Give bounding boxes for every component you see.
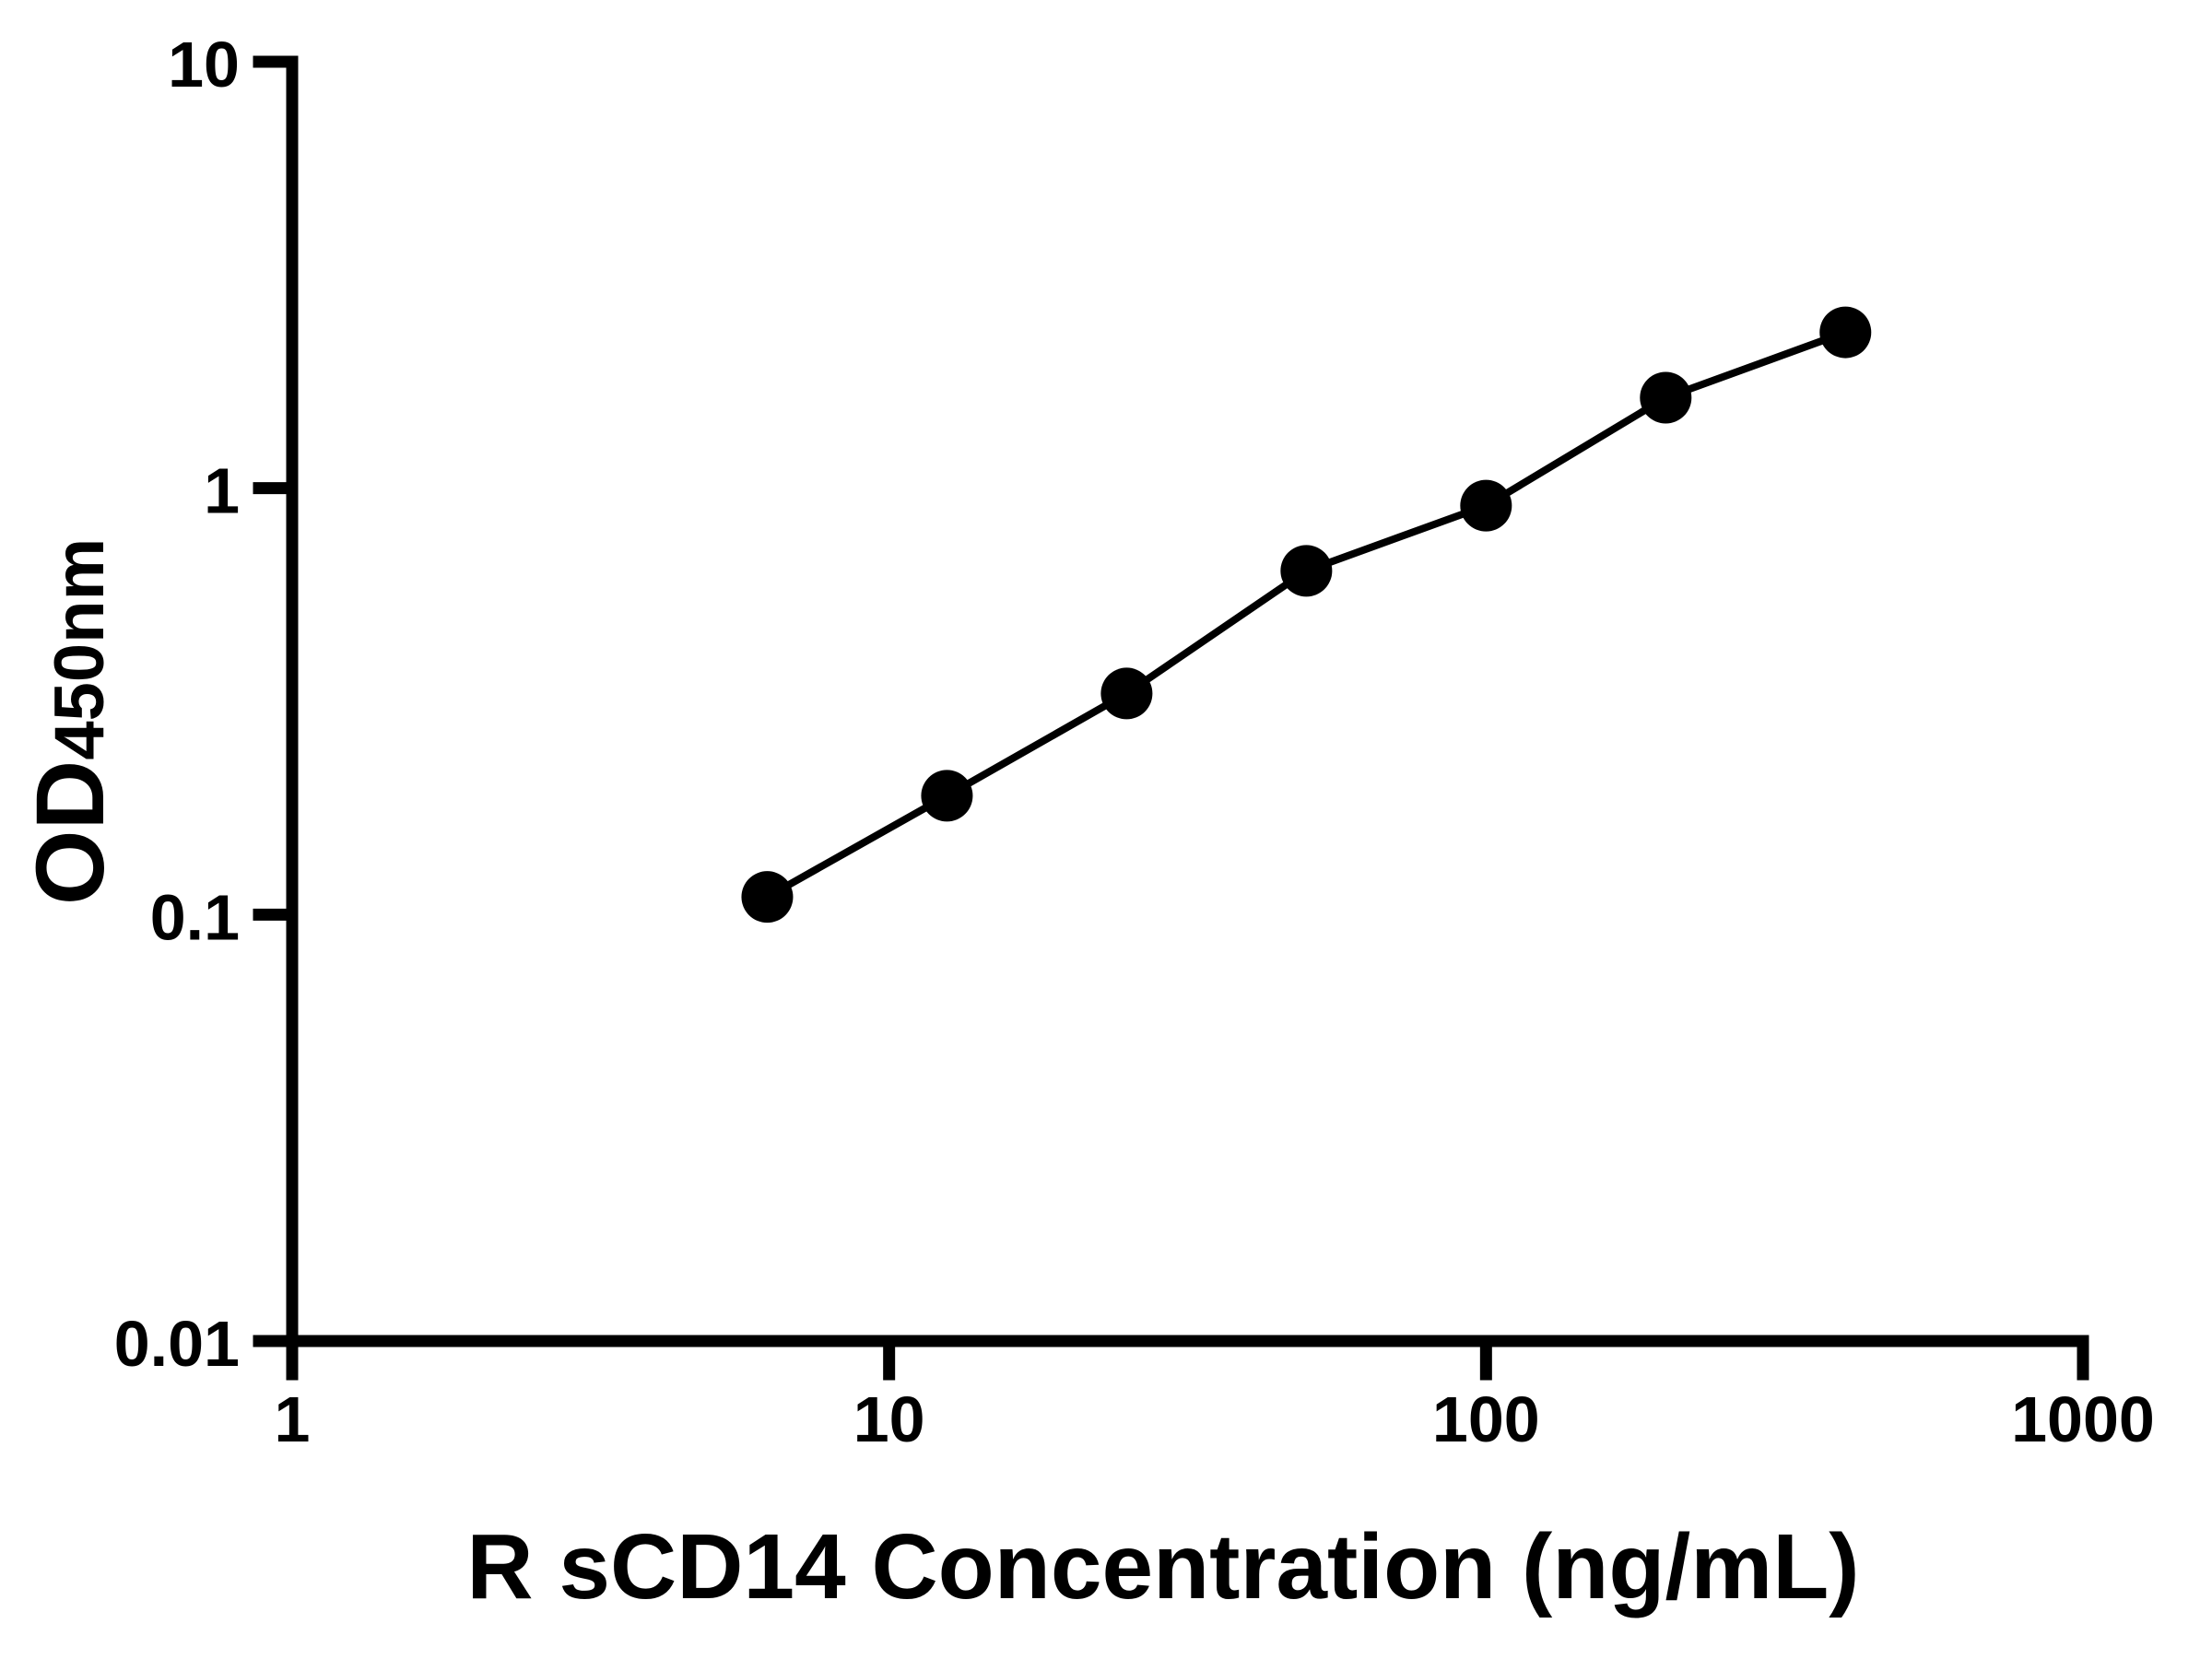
- data-point-marker: [1460, 479, 1512, 532]
- x-axis-tick-label: 1000: [2011, 1383, 2155, 1455]
- x-axis-tick-label: 100: [1432, 1383, 1540, 1455]
- axis-tick-labels: 10 1 0.1 0.01 1 10 100 1000: [114, 29, 2155, 1455]
- data-series: [741, 306, 1872, 924]
- axes: [286, 55, 2089, 1347]
- data-point-marker: [1819, 306, 1872, 359]
- data-point-marker: [1640, 371, 1692, 424]
- axis-titles: R sCD14 Concentration (ng/mL) OD450nm: [17, 538, 1860, 1618]
- data-point-marker: [921, 770, 973, 822]
- y-axis-title-subscript: 450nm: [41, 538, 119, 760]
- y-axis-tick-label: 1: [204, 455, 240, 527]
- x-axis-tick-label: 10: [853, 1383, 925, 1455]
- x-axis-tick-label: 1: [275, 1383, 311, 1455]
- data-point-marker: [741, 871, 794, 924]
- y-axis-tick-label: 0.01: [114, 1308, 240, 1380]
- y-axis-tick-label: 10: [168, 29, 240, 100]
- x-axis-title: R sCD14 Concentration (ng/mL): [466, 1515, 1859, 1618]
- y-axis-title-main: OD: [17, 760, 124, 906]
- axis-ticks: [253, 55, 2089, 1381]
- y-axis-title: OD450nm: [17, 538, 124, 905]
- data-point-marker: [1280, 545, 1333, 597]
- data-point-marker: [1100, 667, 1153, 720]
- y-axis-tick-label: 0.1: [150, 881, 240, 953]
